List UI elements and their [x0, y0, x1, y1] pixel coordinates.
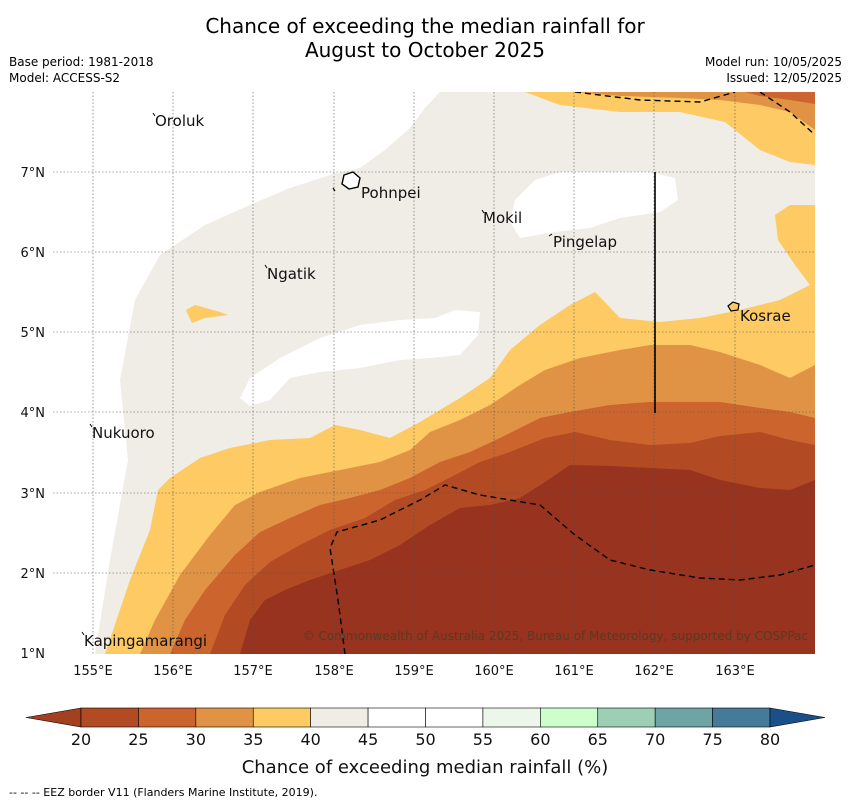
colorbar-segment [138, 707, 197, 728]
colorbar-segment [195, 707, 254, 728]
lat-tick: 3°N [21, 487, 46, 502]
colorbar-tick-label: 80 [760, 730, 780, 749]
colorbar-tick-label: 20 [71, 730, 91, 749]
rainfall-contours: Oroluk Pohnpei Mokil Pingelap Ngatik Kos… [53, 92, 815, 654]
eez-footnote: -- -- -- EEZ border V11 (Flanders Marine… [9, 786, 318, 799]
place-kosrae: Kosrae [740, 307, 791, 325]
colorbar-segment [540, 707, 599, 728]
place-pingelap: Pingelap [553, 233, 617, 251]
lon-tick: 160°E [474, 664, 514, 679]
issued-date: Issued: 12/05/2025 [726, 71, 842, 85]
contour-white-pocket-1 [510, 172, 678, 238]
lon-tick: 158°E [314, 664, 354, 679]
place-kapingamarangi: Kapingamarangi [84, 632, 207, 650]
kosrae-island-shape [727, 301, 740, 312]
contour-30-35-top [575, 92, 815, 130]
colorbar-segment [252, 707, 311, 728]
lat-tick: 6°N [21, 246, 46, 261]
contour-35-40-islet [186, 305, 228, 323]
colorbar-tick-label: 40 [300, 730, 320, 749]
copyright-credit: © Commonwealth of Australia 2025, Bureau… [303, 629, 808, 643]
colorbar-tick-label: 30 [186, 730, 206, 749]
contour-white-pocket-3 [290, 128, 325, 134]
lon-tick: 159°E [394, 664, 434, 679]
colorbar-tick-label: 55 [473, 730, 493, 749]
colorbar-segment [425, 707, 484, 728]
lon-tick: 162°E [634, 664, 674, 679]
place-ngatik: Ngatik [267, 265, 316, 283]
colorbar-tick-label: 50 [415, 730, 435, 749]
lon-tick: 155°E [73, 664, 113, 679]
colorbar-extend-low [25, 707, 82, 728]
place-mokil: Mokil [483, 209, 522, 227]
colorbar-segment [597, 707, 656, 728]
colorbar-tick-label: 65 [588, 730, 608, 749]
contour-below-20 [240, 465, 815, 654]
base-period: Base period: 1981-2018 [9, 55, 154, 69]
colorbar-segment [367, 707, 426, 728]
colorbar-segment [712, 707, 771, 728]
lat-tick: 1°N [21, 647, 46, 662]
model-name: Model: ACCESS-S2 [9, 71, 121, 85]
colorbar-tick-label: 60 [530, 730, 550, 749]
contour-25-30-top [745, 92, 815, 104]
lat-tick: 2°N [21, 567, 46, 582]
pohnpei-island-shape [341, 171, 361, 190]
eez-borders [329, 92, 815, 654]
lat-axis: 7°N 6°N 5°N 4°N 3°N 2°N 1°N [21, 166, 46, 662]
title-line-2: August to October 2025 [304, 38, 546, 62]
place-oroluk: Oroluk [155, 112, 204, 130]
lat-tick: 7°N [21, 166, 46, 181]
colorbar-tick-label: 35 [243, 730, 263, 749]
colorbar-extend-high [769, 707, 826, 728]
meta-left: Base period: 1981-2018 Model: ACCESS-S2 [9, 54, 154, 86]
lon-tick: 156°E [153, 664, 193, 679]
colorbar-tick-label: 70 [645, 730, 665, 749]
colorbar-segment [482, 707, 541, 728]
colorbar [25, 707, 826, 728]
place-pohnpei: Pohnpei [361, 184, 421, 202]
colorbar-tick-label: 45 [358, 730, 378, 749]
colorbar-segment [654, 707, 713, 728]
colorbar-tick-label: 25 [128, 730, 148, 749]
lon-tick: 161°E [554, 664, 594, 679]
contour-white-pocket-2 [240, 310, 480, 406]
lat-tick: 4°N [21, 406, 46, 421]
colorbar-ticks: 20 25 30 35 40 45 50 55 60 65 70 75 80 [71, 730, 780, 749]
graticule [53, 92, 815, 654]
title-line-1: Chance of exceeding the median rainfall … [205, 14, 645, 38]
model-run: Model run: 10/05/2025 [704, 55, 842, 69]
lon-tick: 163°E [715, 664, 755, 679]
colorbar-segment [80, 707, 139, 728]
contour-35-40-top [525, 92, 815, 165]
colorbar-label: Chance of exceeding median rainfall (%) [242, 757, 609, 778]
colorbar-tick-label: 75 [702, 730, 722, 749]
place-nukuoro: Nukuoro [92, 424, 155, 442]
lon-tick: 157°E [233, 664, 273, 679]
meta-right: Model run: 10/05/2025 Issued: 12/05/2025 [705, 54, 842, 86]
map-title: Chance of exceeding the median rainfall … [0, 14, 850, 62]
colorbar-segment [310, 707, 369, 728]
lon-axis: 155°E 156°E 157°E 158°E 159°E 160°E 161°… [73, 664, 755, 679]
lat-tick: 5°N [21, 326, 46, 341]
